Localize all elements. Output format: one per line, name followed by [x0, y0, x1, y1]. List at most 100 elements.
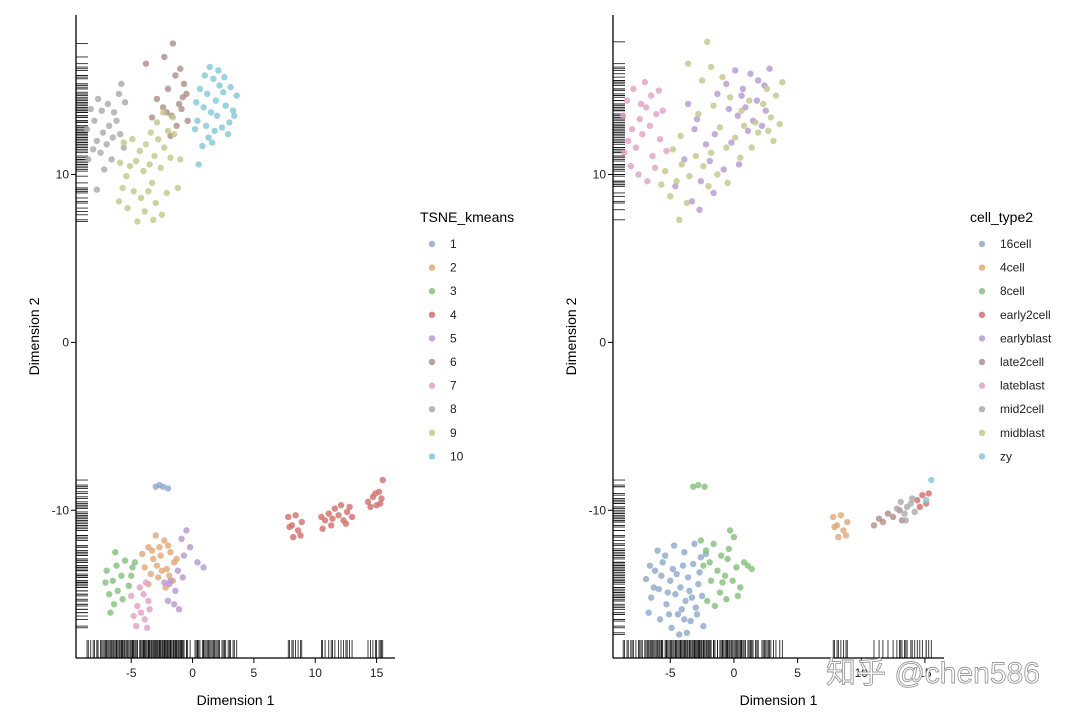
- p1-point-lateblast-5: [639, 130, 646, 138]
- p1-point-8cell-13: [737, 584, 744, 591]
- p0-point-5-10: [170, 601, 178, 608]
- p0-point-9-14: [161, 144, 168, 151]
- p1-point-zy-1: [928, 476, 935, 484]
- p0-y-tick-label-0: -10: [52, 503, 70, 517]
- p0-legend-label-9: 10: [450, 449, 464, 463]
- p1-x-axis-title: Dimension 1: [740, 692, 818, 708]
- p0-legend-label-6: 7: [450, 379, 457, 393]
- p1-point-earlyblast-29: [711, 130, 719, 138]
- p1-point-zy-0: [922, 496, 930, 504]
- p0-point-9-23: [174, 184, 182, 192]
- p1-point-16cell-0: [642, 575, 650, 583]
- p1-legend-swatch-9: [978, 453, 986, 460]
- p1-point-lateblast-1: [625, 137, 632, 145]
- p1-point-16cell-18: [697, 554, 705, 561]
- p1-point-earlyblast-28: [693, 115, 701, 123]
- p0-point-10-3: [216, 82, 223, 89]
- p1-point-16cell-22: [670, 542, 678, 549]
- p1-point-8cell-18: [723, 596, 730, 603]
- p0-point-9-5: [132, 157, 140, 165]
- p1-point-lateblast-9: [653, 110, 660, 118]
- p1-point-16cell-16: [692, 604, 699, 611]
- p1-point-midblast-6: [738, 107, 745, 114]
- p0-point-8-22: [115, 90, 123, 98]
- p0-y-tick-label-1: 0: [62, 335, 69, 349]
- p0-point-10-10: [207, 109, 215, 116]
- p0-point-3-5: [125, 582, 132, 590]
- p0-legend-title: TSNE_kmeans: [420, 209, 514, 225]
- p0-point-9-20: [152, 199, 159, 207]
- p1-point-early2cell-4: [916, 503, 924, 511]
- p0-point-4-20: [328, 522, 335, 529]
- p1-point-16cell-3: [655, 585, 663, 593]
- p0-legend-label-0: 1: [450, 237, 457, 251]
- p0-point-2-12: [141, 564, 148, 571]
- p0-point-10-7: [220, 89, 227, 96]
- p1-point-16cell-32: [686, 587, 693, 595]
- p0-point-4-3: [294, 527, 302, 534]
- p1-legend-swatch-1: [978, 264, 986, 271]
- p1-point-midblast-40: [658, 181, 665, 188]
- p1-point-lateblast-23: [655, 87, 663, 94]
- p0-point-10-18: [218, 124, 226, 131]
- p0-point-7-0: [136, 584, 143, 591]
- p1-point-midblast-0: [704, 38, 711, 46]
- p1-point-mid2cell-5: [911, 508, 918, 516]
- p0-point-3-8: [110, 601, 118, 608]
- p0-point-9-21: [158, 211, 166, 218]
- p0-point-7-9: [146, 606, 153, 613]
- p1-point-earlyblast-14: [691, 125, 698, 133]
- p1-point-lateblast-20: [637, 100, 645, 108]
- p0-point-4-5: [289, 533, 297, 541]
- p1-legend-swatch-4: [978, 335, 986, 342]
- p0-point-6-18: [179, 94, 186, 101]
- p1-point-16cell-33: [696, 569, 703, 576]
- p0-point-6-3: [177, 65, 184, 72]
- p1-point-16cell-19: [700, 622, 707, 630]
- p1-point-midblast-12: [776, 120, 783, 128]
- p1-point-16cell-17: [695, 580, 702, 588]
- p0-point-7-2: [142, 579, 150, 586]
- p0-point-5-3: [194, 559, 201, 566]
- p1-point-earlyblast-15: [681, 156, 688, 163]
- p0-point-8-23: [98, 107, 105, 114]
- p0-legend: TSNE_kmeans 1 2 3 4 5 6 7 8 9 10: [420, 209, 514, 463]
- p0-point-7-10: [128, 592, 135, 600]
- p0-point-8-7: [109, 134, 117, 141]
- p0-point-4-19: [319, 525, 326, 532]
- p0-point-8-18: [101, 166, 108, 173]
- p0-point-6-2: [142, 60, 150, 67]
- p0-point-2-15: [152, 532, 159, 539]
- p1-legend-swatch-8: [978, 429, 986, 436]
- p0-x-tick-label-3: 10: [309, 666, 323, 680]
- p0-point-4-13: [335, 512, 342, 519]
- p0-legend-swatch-3: [428, 311, 436, 318]
- p1-point-lateblast-22: [619, 112, 627, 119]
- p1-point-earlyblast-10: [734, 112, 741, 119]
- p1-point-midblast-26: [667, 193, 674, 200]
- p0-point-4-12: [331, 505, 339, 512]
- p1-point-4cell-7: [831, 523, 838, 531]
- p0-point-9-18: [134, 218, 141, 225]
- p1-point-8cell-7: [714, 567, 721, 574]
- p0-point-10-25: [233, 92, 240, 99]
- p1-point-midblast-16: [740, 122, 748, 130]
- p1-point-midblast-38: [770, 137, 777, 145]
- p0-point-3-1: [109, 577, 117, 584]
- p0-point-3-7: [105, 591, 113, 598]
- p0-point-10-12: [222, 102, 229, 109]
- p0-point-6-9: [153, 95, 161, 103]
- p1-legend-label-9: zy: [1000, 449, 1012, 463]
- p1-y-tick-label-0: -10: [589, 503, 607, 517]
- p0-point-5-5: [174, 567, 182, 574]
- p1-point-8cell-9: [721, 572, 729, 579]
- p0-point-8-11: [87, 105, 94, 113]
- p0-point-8-16: [118, 80, 125, 88]
- p1-point-16cell-21: [661, 552, 669, 559]
- right-panel-cell-type2: -5 0 5 10 15 -10 0 10 Dimension 1 Dimension 2 cell…: [563, 15, 1052, 708]
- p1-legend-label-7: mid2cell: [1000, 402, 1044, 416]
- p1-legend-label-8: midblast: [1000, 426, 1045, 440]
- p1-legend-label-6: lateblast: [1000, 379, 1045, 393]
- p0-point-10-15: [194, 117, 201, 124]
- p1-point-earlyblast-5: [754, 77, 762, 84]
